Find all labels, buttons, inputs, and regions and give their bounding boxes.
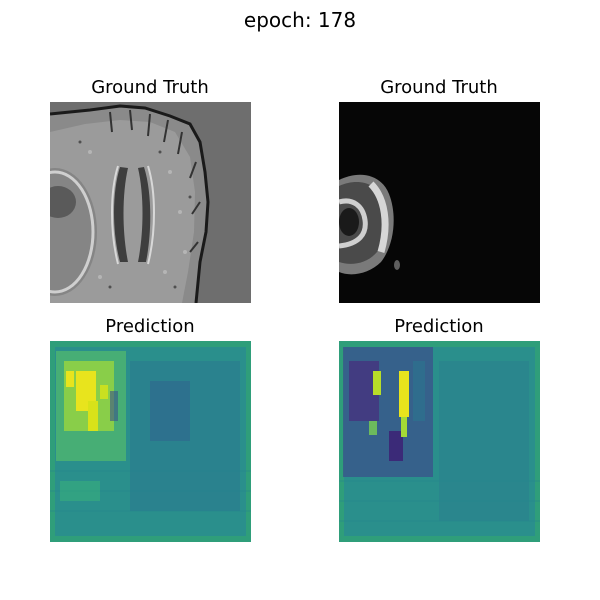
panel-title-gt-left: Ground Truth (91, 77, 209, 98)
ground-truth-image-left (50, 102, 251, 303)
panel-title-pred-left: Prediction (105, 316, 195, 337)
panel-title-pred-right: Prediction (394, 316, 484, 337)
panel-title-gt-right: Ground Truth (380, 77, 498, 98)
prediction-image-right (339, 341, 540, 542)
prediction-image-left (50, 341, 251, 542)
figure-title: epoch: 178 (243, 8, 357, 32)
ground-truth-image-right (339, 102, 540, 303)
